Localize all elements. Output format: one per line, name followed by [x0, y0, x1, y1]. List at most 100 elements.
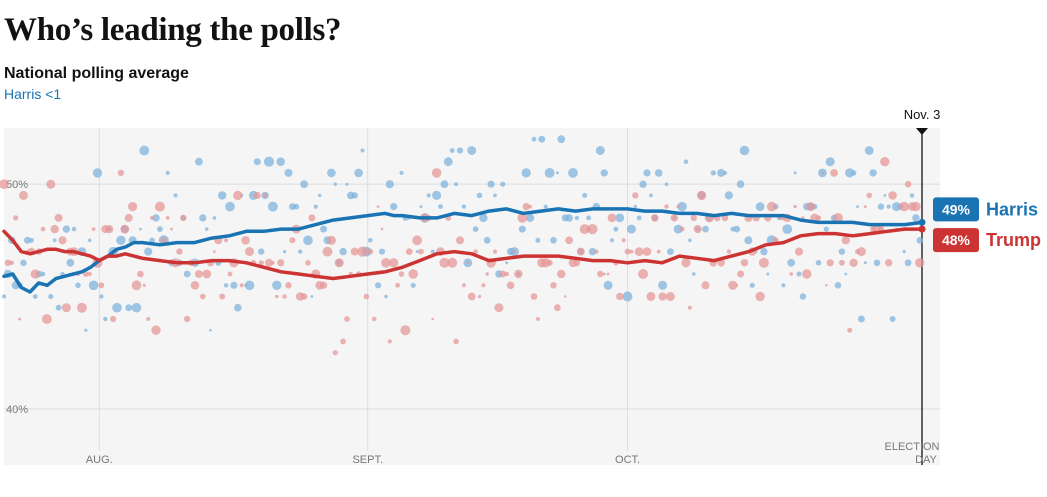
poll-dot [227, 271, 233, 277]
poll-dot [744, 236, 753, 245]
poll-dot [912, 214, 920, 222]
poll-dot [88, 280, 99, 291]
poll-dot [277, 259, 285, 267]
poll-dot [535, 317, 540, 321]
poll-dot [380, 227, 384, 231]
poll-dot [276, 157, 286, 166]
harris-average-line [2, 207, 924, 294]
y-tick-label: 50% [6, 179, 28, 191]
poll-dot [305, 260, 311, 266]
poll-dot [793, 204, 797, 209]
poll-dot [241, 236, 250, 245]
poll-dot [219, 293, 226, 300]
poll-dot [253, 158, 261, 166]
poll-dot [806, 202, 816, 211]
poll-dot [263, 156, 275, 167]
poll-dot [360, 148, 365, 153]
poll-dot [701, 281, 710, 290]
poll-dot [603, 280, 613, 290]
poll-dot [864, 146, 874, 155]
poll-dot [665, 292, 675, 301]
poll-dot [71, 226, 77, 232]
poll-dot [535, 237, 541, 243]
poll-dot [120, 224, 130, 234]
poll-dot [91, 227, 96, 231]
poll-dot [184, 315, 191, 323]
poll-dot [799, 293, 807, 300]
poll-dot [634, 247, 644, 256]
poll-dot [160, 237, 167, 244]
poll-dot [555, 171, 559, 175]
poll-dot [116, 235, 126, 245]
poll-dot [350, 247, 359, 256]
poll-dot [504, 271, 510, 277]
poll-dot [830, 169, 838, 177]
poll-dot [213, 250, 216, 253]
poll-dot [42, 314, 52, 324]
poll-dot [345, 182, 349, 186]
poll-dot [885, 259, 893, 267]
poll-dot [319, 281, 328, 289]
poll-dot [615, 213, 625, 223]
poll-dot [557, 135, 566, 144]
poll-dot [333, 182, 337, 186]
poll-dot [494, 303, 504, 313]
poll-dot [399, 170, 404, 175]
poll-dot [651, 214, 659, 222]
poll-dot [339, 247, 347, 256]
poll-dot [426, 193, 431, 198]
poll-dot [9, 260, 14, 265]
poll-dot [543, 204, 548, 209]
poll-dot [476, 192, 483, 199]
poll-dot [639, 180, 647, 188]
poll-dot [696, 190, 707, 201]
poll-dot [723, 170, 727, 175]
poll-dot [850, 170, 857, 176]
poll-dot [563, 295, 567, 298]
poll-dot [439, 257, 450, 268]
poll-dot [477, 294, 482, 299]
poll-dot [405, 248, 413, 256]
poll-dot [212, 216, 217, 220]
poll-dot [449, 148, 455, 153]
x-tick-label: OCT. [615, 454, 640, 466]
poll-dot [202, 269, 212, 279]
poll-dot [110, 315, 117, 323]
poll-dot [199, 214, 207, 222]
poll-dot [415, 250, 419, 254]
poll-dot [112, 302, 122, 313]
poll-dot [568, 168, 578, 178]
poll-dot [521, 168, 531, 178]
poll-dot [826, 259, 834, 267]
poll-dot [755, 202, 765, 211]
poll-dot [440, 180, 449, 189]
poll-dot [52, 238, 57, 243]
poll-dot [430, 249, 435, 254]
harris-endpoint [918, 218, 926, 226]
poll-dot [492, 249, 498, 254]
poll-dot [825, 284, 828, 287]
poll-dot [839, 259, 845, 266]
poll-dot [28, 237, 34, 243]
poll-dot [873, 259, 881, 267]
poll-dot [285, 282, 292, 289]
poll-dot [683, 159, 689, 164]
poll-dot [363, 293, 370, 300]
poll-dot [318, 193, 322, 198]
poll-dot [313, 204, 318, 209]
poll-dot [87, 271, 92, 277]
poll-dot [76, 302, 87, 313]
poll-dot [443, 157, 453, 167]
poll-dot [378, 248, 386, 255]
poll-dot [656, 249, 661, 254]
poll-dot [815, 260, 822, 266]
poll-dot [728, 280, 738, 290]
poll-dot [823, 226, 829, 232]
poll-dot [263, 193, 268, 198]
poll-dot [40, 226, 46, 232]
poll-dot [518, 225, 526, 233]
poll-dot [152, 214, 160, 222]
poll-dot [607, 213, 617, 223]
poll-dot [866, 192, 872, 199]
poll-dot [600, 169, 608, 177]
